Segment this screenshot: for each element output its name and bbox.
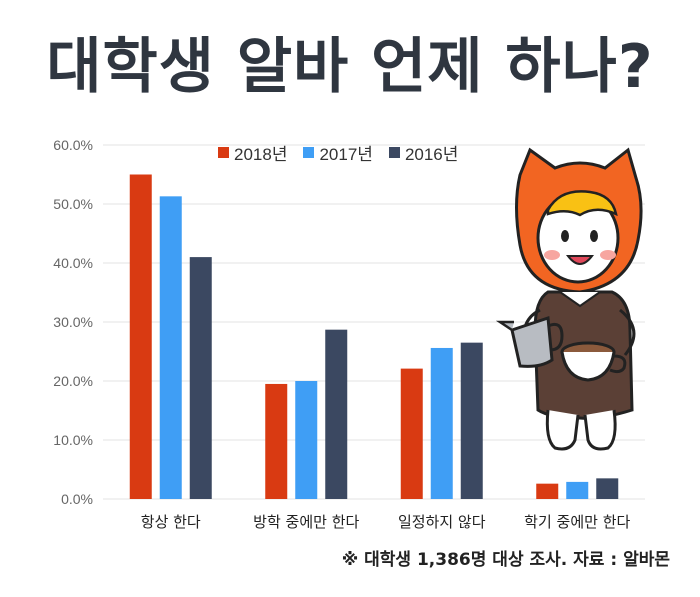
x-category-label: 방학 중에만 한다 — [253, 513, 359, 531]
y-tick-label: 10.0% — [53, 432, 93, 448]
legend: 2018년 2017년 2016년 — [218, 140, 458, 165]
x-category-label: 학기 중에만 한다 — [524, 513, 630, 531]
bar — [129, 174, 152, 499]
bar — [400, 368, 423, 499]
legend-swatch-2017 — [303, 147, 315, 158]
y-tick-label: 30.0% — [53, 314, 93, 330]
legend-item-2018: 2018년 — [218, 140, 287, 165]
bar — [265, 383, 288, 499]
source-caption: ※ 대학생 1,386명 대상 조사. 자료 : 알바몬 — [341, 550, 670, 570]
legend-label-2016: 2016년 — [404, 145, 459, 164]
y-tick-label: 0.0% — [61, 491, 93, 507]
bar — [325, 329, 348, 499]
legend-swatch-2016 — [388, 147, 400, 158]
y-tick-label: 20.0% — [53, 373, 93, 389]
bar — [566, 481, 589, 499]
x-category-label: 항상 한다 — [141, 513, 201, 531]
y-tick-label: 60.0% — [53, 137, 93, 153]
y-tick-label: 40.0% — [53, 255, 93, 271]
y-tick-label: 50.0% — [53, 196, 93, 212]
bar — [536, 483, 559, 499]
legend-item-2016: 2016년 — [388, 140, 459, 165]
bar — [189, 257, 212, 499]
legend-label-2017: 2017년 — [319, 145, 373, 164]
legend-label-2018: 2018년 — [234, 145, 288, 164]
bar — [460, 342, 483, 499]
bar — [295, 381, 318, 499]
x-category-label: 일정하지 않다 — [398, 513, 486, 531]
legend-swatch-2018 — [218, 147, 229, 158]
bar — [430, 347, 453, 499]
bar — [596, 478, 619, 499]
chart-title: 대학생 알바 언제 하나? — [46, 32, 654, 102]
bar — [159, 196, 182, 499]
legend-item-2017: 2017년 — [303, 140, 373, 165]
